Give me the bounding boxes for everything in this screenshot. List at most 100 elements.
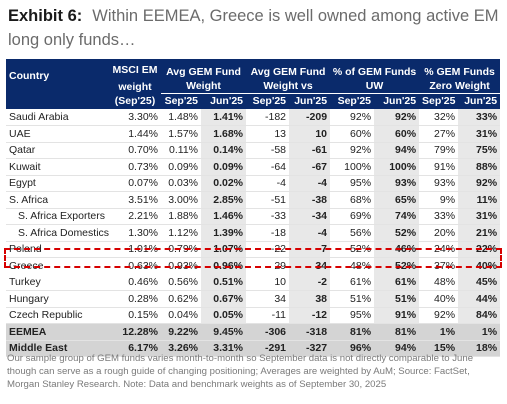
value-cell: 45% xyxy=(458,274,501,291)
value-cell: 34 xyxy=(246,290,290,308)
table-row: Saudi Arabia 3.30% 1.48% 1.41% -182 -209 92% 92… xyxy=(6,109,501,126)
value-cell: 0.62% xyxy=(161,290,201,308)
country-cell: EEMEA xyxy=(6,323,109,341)
value-cell: 12.28% xyxy=(109,323,161,341)
value-cell: -18 xyxy=(246,224,290,242)
value-cell: 13 xyxy=(246,125,290,143)
value-cell: -4 xyxy=(289,224,331,242)
value-cell: 11% xyxy=(458,191,501,209)
value-cell: -306 xyxy=(246,323,290,341)
value-cell: 0.09% xyxy=(201,158,247,176)
value-cell: -318 xyxy=(289,323,331,341)
value-cell: 0.93% xyxy=(168,260,198,272)
value-cell: 2.21% xyxy=(109,208,161,225)
value-cell: 0.28% xyxy=(109,290,161,308)
period-subheader-cell: Sep'25 xyxy=(419,93,459,109)
period-subheader-cell: Sep'25 xyxy=(246,93,290,109)
value-cell: 24% xyxy=(419,241,459,258)
table-row: Greece 0.63% 0.93% 0.96% 29 34 48% 52% 37% 40% xyxy=(6,257,501,274)
value-cell: 1.41% xyxy=(201,109,247,126)
period-subheader-cell: Jun'25 xyxy=(289,93,331,109)
value-cell: 22% xyxy=(458,241,501,258)
value-cell: 1.68% xyxy=(201,125,247,143)
value-cell: 74% xyxy=(374,208,420,225)
value-cell: 48% xyxy=(419,274,459,291)
country-cell: Saudi Arabia xyxy=(6,109,109,126)
country-column-header: Country xyxy=(6,59,109,93)
value-cell: 96% xyxy=(330,340,375,357)
value-cell: 0.11% xyxy=(161,142,201,159)
value-cell: -34 xyxy=(289,208,331,225)
country-cell: Hungary xyxy=(6,290,109,308)
value-cell: 94% xyxy=(374,340,420,357)
avg-fund-weight-header: Avg GEM Fund Weight xyxy=(161,59,247,94)
table-row: Czech Republic 0.15% 0.04% 0.05% -11 -12 95% 91… xyxy=(6,307,501,324)
gem-fund-ownership-table: Country MSCI EM Avg GEM Fund Weight Avg … xyxy=(6,59,501,357)
country-cell: Czech Republic xyxy=(6,307,109,324)
value-cell: 1.44% xyxy=(109,125,161,143)
value-cell: 3.51% xyxy=(109,191,161,209)
value-cell: 92% xyxy=(458,175,501,192)
value-cell: 93% xyxy=(419,175,459,192)
msci-weight-header-line2: weight xyxy=(109,76,161,93)
value-cell: 88% xyxy=(458,158,501,176)
value-cell: 92% xyxy=(330,142,375,159)
country-cell: Middle East xyxy=(6,340,109,357)
value-cell: 92% xyxy=(419,307,459,324)
country-cell: Qatar xyxy=(6,142,109,159)
value-cell: 0.02% xyxy=(201,175,247,192)
value-cell: 1.30% xyxy=(109,224,161,242)
value-cell: 1% xyxy=(419,323,459,341)
value-cell: 1.88% xyxy=(161,208,201,225)
country-cell: Poland xyxy=(6,241,109,258)
value-cell: 0.15% xyxy=(109,307,161,324)
value-cell: 51% xyxy=(330,290,375,308)
value-cell: 40% xyxy=(458,257,501,274)
value-cell: 81% xyxy=(330,323,375,341)
value-cell: 3.00% xyxy=(161,191,201,209)
value-cell: -22 xyxy=(246,241,290,258)
value-cell: 84% xyxy=(458,307,501,324)
value-cell: 81% xyxy=(374,323,420,341)
value-cell: 1.12% xyxy=(161,224,201,242)
value-cell: 46% xyxy=(374,241,420,258)
value-cell: 61% xyxy=(374,274,420,291)
period-subheader-cell: Sep'25 xyxy=(330,93,375,109)
avg-fund-weight-vs-header: Avg GEM Fund Weight vs xyxy=(246,59,331,94)
value-cell: 0.09% xyxy=(161,158,201,176)
table-row: UAE 1.44% 1.57% 1.68% 13 10 60% 60% 27% 31% xyxy=(6,125,501,143)
table-row: S. Africa Exporters 2.21% 1.88% 1.46% -33 -34… xyxy=(6,208,501,225)
value-cell: 0.79% xyxy=(161,241,201,258)
value-cell: 34 xyxy=(289,257,331,274)
table-row: Kuwait 0.73% 0.09% 0.09% -64 -67 100% 100% 91% 88… xyxy=(6,158,501,176)
value-cell: 92% xyxy=(330,109,375,126)
value-cell: 91% xyxy=(374,307,420,324)
pct-funds-uw-header: % of GEM Funds UW xyxy=(330,59,420,94)
value-cell: -209 xyxy=(289,109,331,126)
value-cell: 0.03% xyxy=(161,175,201,192)
value-cell: 0.51% xyxy=(201,274,247,291)
value-cell: 0.67% xyxy=(201,290,247,308)
value-cell: 0.46% xyxy=(109,274,161,291)
value-cell: 60% xyxy=(374,125,420,143)
table-row: Turkey 0.46% 0.56% 0.51% 10 -2 61% 61% 48% 45% xyxy=(6,274,501,291)
value-cell: 0.14% xyxy=(201,142,247,159)
value-cell: -61 xyxy=(289,142,331,159)
value-cell: 0.96% xyxy=(201,257,247,274)
value-cell: 33% xyxy=(419,208,459,225)
country-cell: Turkey xyxy=(6,274,109,291)
table-row: Egypt 0.07% 0.03% 0.02% -4 -4 95% 93% 93% 92% xyxy=(6,175,501,192)
value-cell: 95% xyxy=(330,307,375,324)
value-cell: 15% xyxy=(419,340,459,357)
value-cell: -2 xyxy=(289,274,331,291)
value-cell: 31% xyxy=(458,125,501,143)
table-body: Saudi Arabia 3.30% 1.48% 1.41% -182 -209 92% 92… xyxy=(6,109,501,357)
value-cell: -327 xyxy=(289,340,331,357)
period-subheader-cell: Jun'25 xyxy=(458,93,501,109)
value-cell: -12 xyxy=(289,307,331,324)
value-cell: 21% xyxy=(458,224,501,242)
value-cell: 40% xyxy=(419,290,459,308)
value-cell: 44% xyxy=(458,290,501,308)
table-row: Qatar 0.70% 0.11% 0.14% -58 -61 92% 94% 79% 75% xyxy=(6,142,501,159)
value-cell: 2.85% xyxy=(201,191,247,209)
